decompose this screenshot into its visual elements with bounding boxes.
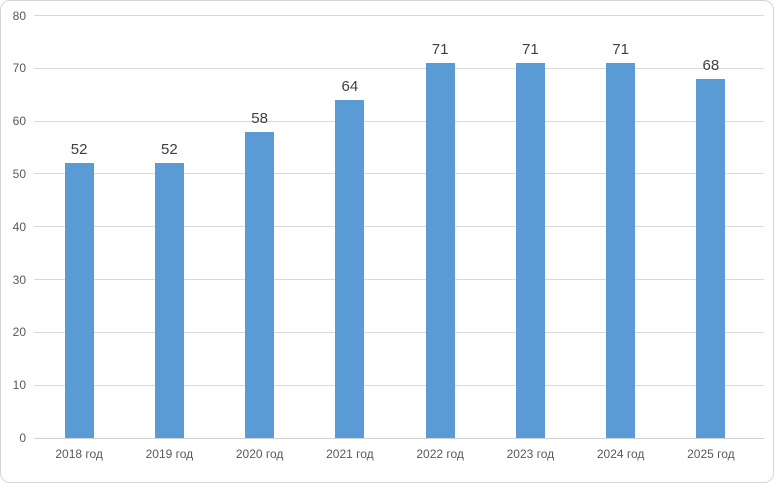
gridline	[34, 67, 764, 69]
bar-value-label: 71	[522, 41, 539, 59]
x-tick-label: 2020 год	[235, 447, 284, 461]
x-tick-label: 2018 год	[55, 447, 103, 461]
x-tick-label: 2021 год	[326, 447, 374, 461]
y-tick-label: 10	[12, 378, 26, 393]
y-tick-label: 0	[19, 431, 26, 445]
bar-value-label: 58	[251, 109, 268, 127]
bar	[64, 163, 94, 438]
y-tick-label: 40	[12, 219, 26, 234]
bar	[245, 131, 275, 438]
gridline	[34, 384, 764, 386]
gridline	[34, 173, 764, 175]
x-axis-line	[34, 437, 764, 439]
bar-value-label: 52	[161, 141, 178, 159]
bar-value-label: 71	[612, 41, 629, 59]
gridline	[34, 226, 764, 228]
bar	[425, 63, 455, 438]
bar-value-label: 71	[431, 41, 449, 59]
bar	[696, 78, 726, 438]
bar-value-label: 52	[70, 141, 88, 159]
gridline	[34, 279, 764, 281]
gridline	[34, 331, 764, 333]
gridline	[34, 15, 764, 16]
bar	[515, 63, 545, 438]
x-tick-label: 2024 год	[596, 447, 645, 461]
x-tick-label: 2019 год	[145, 447, 194, 461]
x-tick-label: 2023 год	[506, 447, 555, 461]
gridline	[34, 120, 764, 122]
bar	[335, 100, 365, 438]
bar	[154, 163, 184, 438]
y-tick-label: 70	[12, 61, 26, 76]
y-tick-label: 80	[12, 8, 26, 23]
bar-value-label: 64	[341, 78, 359, 95]
x-tick-label: 2022 год	[416, 447, 464, 461]
y-tick-label: 60	[12, 114, 26, 129]
y-tick-label: 20	[12, 325, 26, 340]
x-tick-label: 2025 год	[687, 447, 735, 461]
bar-value-label: 68	[702, 56, 720, 74]
y-tick-label: 50	[12, 166, 26, 181]
bar	[606, 63, 636, 438]
y-tick-label: 30	[12, 272, 26, 287]
